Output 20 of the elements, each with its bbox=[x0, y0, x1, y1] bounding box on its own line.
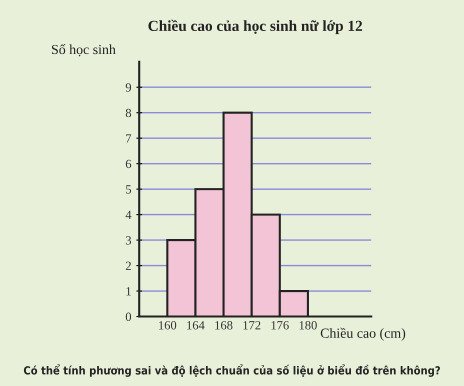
x-tick-label: 172 bbox=[243, 321, 260, 330]
y-tick-label: 2 bbox=[126, 262, 131, 270]
x-tick-label: 168 bbox=[215, 321, 232, 330]
y-tick-label: 0 bbox=[126, 312, 132, 321]
x-axis-title: Chiều cao (cm) bbox=[320, 328, 406, 341]
y-tick-label: 9 bbox=[126, 83, 132, 92]
y-tick-label: 7 bbox=[126, 134, 132, 143]
y-tick-label: 3 bbox=[126, 236, 132, 245]
x-tick-label: 176 bbox=[272, 321, 289, 330]
x-tick-label: 160 bbox=[159, 321, 176, 330]
y-tick-label: 4 bbox=[126, 210, 132, 219]
chart-title: Chiều cao của học sinh nữ lớp 12 bbox=[148, 20, 362, 34]
y-tick-label: 8 bbox=[126, 108, 132, 118]
y-tick-label: 1 bbox=[126, 287, 131, 296]
x-tick-label: 180 bbox=[300, 321, 317, 330]
x-tick-label: 164 bbox=[187, 321, 205, 330]
text: Có thể tính phương sai và độ lệch chuẩn của số liệu ở biểu đồ trên không? bbox=[24, 364, 440, 377]
y-axis-title: Số học sinh bbox=[52, 44, 116, 56]
y-tick-label: 6 bbox=[126, 160, 132, 168]
y-tick-label: 5 bbox=[126, 185, 132, 194]
